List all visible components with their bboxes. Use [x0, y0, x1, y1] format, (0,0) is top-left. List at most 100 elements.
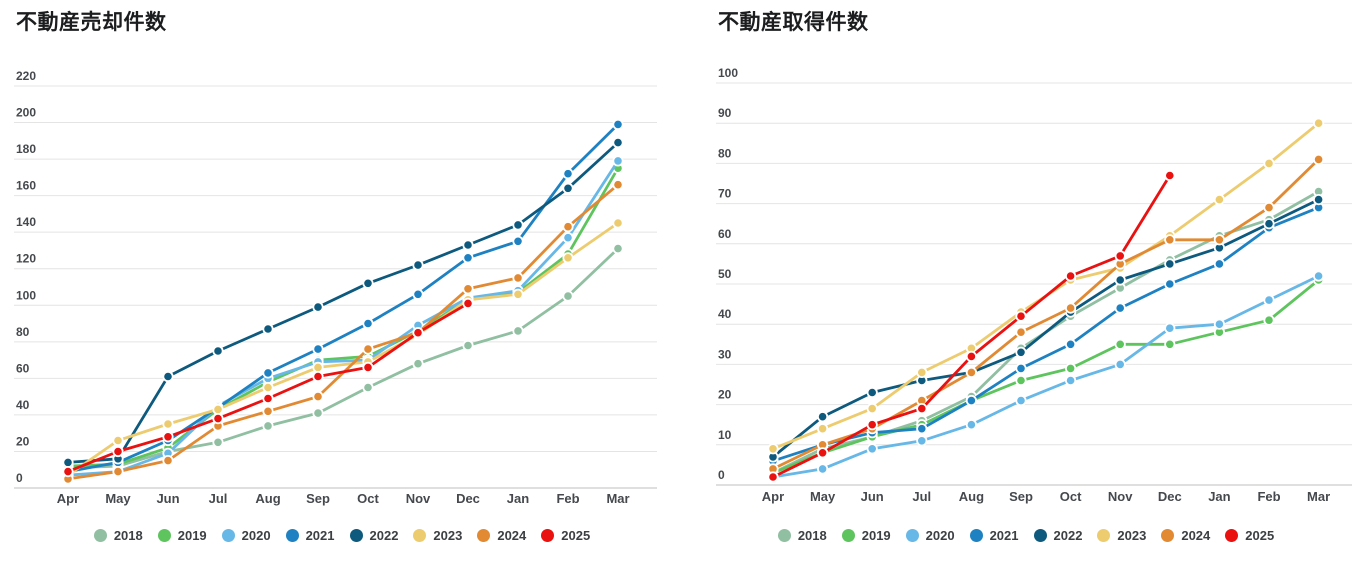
legend-label-2019: 2019 [177, 528, 207, 543]
x-tick-label-jan: Jan [1208, 489, 1230, 504]
series-line-2018 [66, 247, 620, 470]
acquisition-line-chart-canvas: 0 10 20 30 40 50 60 70 80 90 100 Apr May Jun Jul Aug Sep… [716, 66, 1352, 504]
x-tick-label-nov: Nov [1108, 489, 1133, 504]
legend-item-2020: 2020 [221, 528, 271, 543]
legend-item-2021: 2021 [285, 528, 335, 543]
data-point-2020 [916, 435, 928, 447]
y-tick-label: 200 [16, 106, 36, 120]
data-point-2021 [1064, 338, 1077, 350]
series-line-2019 [771, 278, 1320, 475]
data-point-2025 [362, 361, 374, 373]
data-point-2024 [1015, 326, 1027, 338]
legend-dot-2025 [1225, 529, 1239, 542]
legend-dot-2018 [777, 529, 791, 542]
series-line-2020 [66, 159, 620, 477]
x-tick-label-jun: Jun [861, 489, 884, 504]
legend-label-2019: 2019 [861, 528, 891, 543]
data-point-2022 [1015, 346, 1027, 358]
x-tick-label-feb: Feb [556, 491, 579, 506]
data-point-2018 [262, 420, 274, 432]
y-tick-label: 80 [718, 146, 732, 160]
y-tick-label: 70 [718, 187, 732, 201]
legend-item-2022: 2022 [1033, 528, 1082, 543]
legend-item-2023: 2023 [1097, 528, 1146, 543]
legend-dot-2021 [969, 529, 983, 542]
y-tick-label: 30 [718, 347, 732, 361]
x-tick-label-oct: Oct [357, 491, 379, 506]
y-tick-label: 100 [718, 66, 738, 80]
data-point-2022 [1114, 274, 1126, 286]
legend-dot-2019 [841, 529, 855, 542]
data-point-2025 [112, 445, 124, 458]
data-point-2025 [1114, 250, 1126, 262]
x-tick-label-feb: Feb [1257, 489, 1280, 504]
legend-dot-2024 [1161, 529, 1175, 542]
series-2022 [62, 137, 624, 468]
y-tick-label: 120 [16, 252, 36, 266]
data-point-2025 [212, 412, 224, 425]
sale-count-chart-card: 不動産売却件数 0 20 40 60 80 100 120 140 160 180 200 220 Ap… [14, 11, 657, 543]
data-point-2018 [562, 290, 574, 302]
series-line-2021 [66, 123, 620, 473]
x-tick-label-jul: Jul [209, 491, 228, 506]
series-2021 [767, 202, 1325, 467]
series-line-2019 [66, 166, 620, 468]
sale-chart-title: 不動産売却件数 [16, 11, 167, 34]
data-point-2023 [162, 418, 174, 430]
y-tick-label: 20 [718, 388, 732, 402]
data-point-2024 [612, 179, 624, 191]
y-tick-label: 100 [16, 288, 36, 302]
data-point-2025 [817, 447, 829, 459]
legend-dot-2019 [157, 529, 171, 542]
data-point-2025 [1164, 169, 1176, 182]
x-axis-labels: Apr May Jun Jul Aug Sep Oct Nov Dec Jan Feb Mar [57, 491, 630, 506]
data-point-2018 [312, 407, 324, 419]
data-point-2025 [1015, 310, 1027, 322]
data-point-2021 [312, 343, 324, 355]
data-point-2018 [412, 358, 424, 370]
series-line-2024 [66, 183, 620, 481]
y-tick-label: 0 [718, 468, 725, 482]
data-point-2024 [1164, 234, 1176, 246]
x-tick-label-dec: Dec [456, 491, 480, 506]
y-tick-label: 80 [16, 325, 30, 339]
data-point-2023 [112, 434, 124, 447]
x-tick-label-oct: Oct [1060, 489, 1082, 504]
y-tick-label: 20 [16, 434, 30, 448]
x-tick-label-aug: Aug [959, 489, 984, 504]
data-point-2024 [262, 405, 274, 417]
data-point-2018 [362, 381, 374, 394]
legend-dot-2022 [1033, 529, 1047, 542]
legend-label-2021: 2021 [989, 528, 1019, 543]
data-point-2022 [866, 386, 878, 399]
data-point-2022 [362, 277, 374, 289]
data-point-2024 [965, 366, 977, 378]
data-point-2021 [916, 423, 928, 435]
legend-item-2023: 2023 [413, 528, 462, 543]
y-tick-label: 180 [16, 142, 36, 156]
legend-label-2021: 2021 [305, 528, 335, 543]
legend-label-2023: 2023 [433, 528, 463, 543]
y-tick-label: 140 [16, 215, 36, 229]
data-point-2019 [1114, 338, 1126, 350]
data-point-2024 [362, 343, 374, 355]
series-2025 [767, 169, 1176, 483]
series-line-2020 [771, 274, 1320, 479]
data-point-2024 [1213, 234, 1226, 246]
legend-item-2024: 2024 [1161, 528, 1210, 543]
data-point-2018 [512, 325, 524, 337]
data-point-2020 [1213, 318, 1226, 330]
legend-label-2024: 2024 [1181, 528, 1211, 543]
data-point-2023 [1213, 194, 1226, 206]
series-line-2023 [66, 221, 620, 477]
legend-label-2024: 2024 [497, 528, 527, 543]
data-point-2025 [767, 471, 779, 483]
data-point-2022 [462, 239, 474, 251]
data-point-2020 [1114, 358, 1126, 370]
data-point-2025 [462, 297, 474, 309]
legend-item-2020: 2020 [905, 528, 955, 543]
data-point-2025 [262, 392, 274, 405]
acquisition-chart-title: 不動産取得件数 [718, 11, 869, 34]
data-point-2022 [62, 456, 74, 468]
legend-label-2022: 2022 [369, 528, 399, 543]
